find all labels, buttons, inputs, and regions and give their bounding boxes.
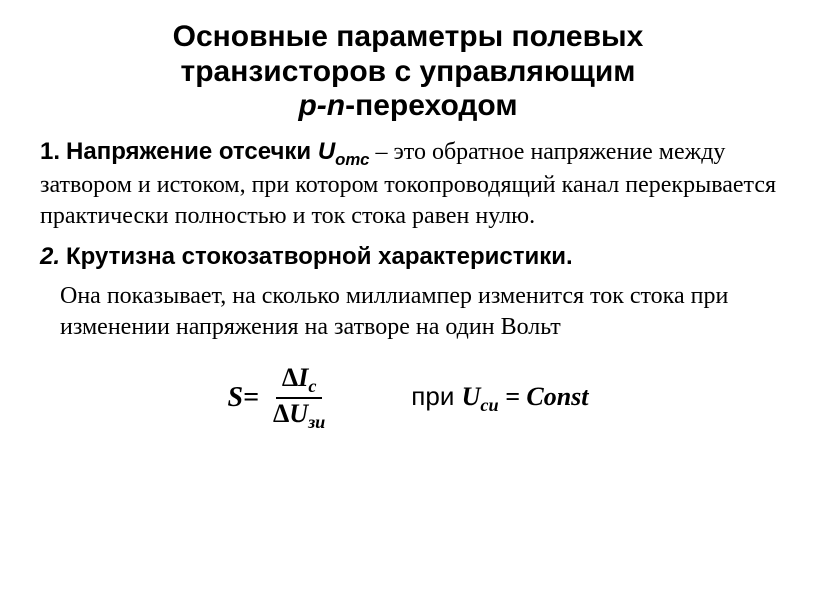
title-line-3-suffix: -переходом — [345, 89, 517, 122]
slide-title: Основные параметры полевых транзисторов … — [40, 20, 776, 124]
item-1-symbol: U — [318, 138, 335, 165]
item-1-number: 1. — [40, 138, 60, 165]
formula-U-sub: зи — [308, 412, 325, 432]
delta-icon-2: Δ — [273, 399, 289, 428]
item-2-body: Она показывает, на сколько миллиампер из… — [40, 281, 776, 343]
formula-s-eq: S= — [227, 382, 259, 414]
formula-U: U — [289, 399, 308, 428]
title-line-2: транзисторов с управляющим — [181, 55, 636, 88]
item-1-lead: Напряжение отсечки — [66, 138, 318, 165]
title-line-3-italic: p-n — [298, 89, 345, 122]
item-2-lead: Крутизна стокозатворной характеристики. — [66, 243, 573, 270]
formula-I-sub: с — [308, 376, 316, 396]
delta-icon-1: Δ — [282, 363, 298, 392]
formula-condition: при Uси = Const — [411, 381, 588, 416]
formula-fraction: ΔIс ΔUзи — [267, 363, 331, 433]
cond-pri: при — [411, 381, 461, 411]
formula-I: I — [298, 363, 308, 392]
formula-denominator: ΔUзи — [267, 399, 331, 433]
item-1-symbol-sub: отс — [335, 149, 369, 168]
item-2-head: 2. Крутизна стокозатворной характеристик… — [40, 241, 776, 273]
cond-U: U — [462, 382, 481, 411]
cond-U-sub: си — [480, 395, 498, 415]
cond-eq: = Const — [499, 382, 589, 411]
title-line-1: Основные параметры полевых — [173, 20, 644, 53]
item-1: 1. Напряжение отсечки Uотс – это обратно… — [40, 136, 776, 233]
item-2-number: 2. — [40, 243, 60, 270]
formula-numerator: ΔIс — [276, 363, 323, 399]
formula-s: S= ΔIс ΔUзи — [227, 363, 331, 433]
formula-row: S= ΔIс ΔUзи при Uси = Const — [40, 363, 776, 433]
